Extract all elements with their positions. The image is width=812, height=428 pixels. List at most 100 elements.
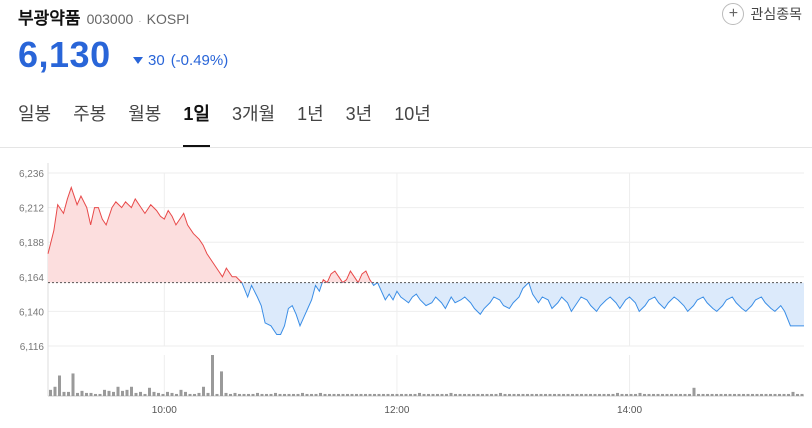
volume-bar	[670, 393, 673, 396]
volume-bar	[305, 393, 309, 396]
plus-icon: +	[722, 3, 745, 25]
volume-bar	[359, 393, 363, 396]
y-tick-label: 6,212	[19, 204, 44, 215]
volume-bar	[62, 391, 66, 396]
volume-bar	[310, 393, 313, 396]
y-tick-label: 6,236	[19, 169, 44, 180]
volume-bar	[575, 393, 579, 396]
volume-bar	[251, 393, 255, 396]
volume-bar	[719, 393, 723, 396]
volume-bar	[238, 393, 241, 396]
volume-bar	[449, 392, 453, 396]
volume-bar	[467, 393, 471, 396]
volume-bar	[292, 393, 295, 396]
volume-bar	[377, 393, 381, 396]
volume-bar	[778, 393, 781, 396]
volume-bar	[427, 393, 430, 396]
volume-bar	[503, 393, 507, 396]
volume-bar	[494, 393, 498, 396]
stock-name: 부광약품	[18, 9, 81, 28]
volume-bar	[382, 393, 385, 396]
volume-bar	[787, 393, 790, 396]
volume-bar	[499, 392, 502, 396]
volume-bar	[796, 393, 799, 396]
tab-3year[interactable]: 3년	[345, 104, 373, 124]
volume-bar	[323, 393, 327, 396]
volume-bar	[193, 393, 196, 396]
volume-bar	[715, 393, 718, 396]
volume-bar	[125, 389, 129, 396]
down-triangle-icon	[133, 57, 143, 64]
volume-bar	[598, 393, 601, 396]
volume-bar	[638, 392, 642, 396]
volume-bar	[242, 393, 246, 396]
y-tick-label: 6,164	[19, 273, 44, 284]
volume-bar	[233, 392, 237, 396]
add-watchlist-button[interactable]: + 관심종목	[722, 3, 802, 25]
volume-bar	[134, 392, 138, 396]
tab-3month[interactable]: 3개월	[231, 104, 276, 124]
tab-1day[interactable]: 1일	[183, 100, 210, 147]
volume-bar	[710, 393, 714, 396]
volume-bar	[67, 391, 70, 396]
intraday-chart[interactable]: 6,236 6,212 6,188 6,164 6,140 6,116 10:00 12:00…	[0, 150, 812, 428]
tab-divider	[0, 147, 812, 148]
volume-bar	[49, 389, 52, 396]
volume-bar	[607, 393, 610, 396]
volume-bar	[350, 393, 354, 396]
volume-bar	[395, 393, 399, 396]
y-tick-label: 6,188	[19, 238, 44, 249]
volume-bar	[328, 393, 331, 396]
volume-bar	[391, 393, 394, 396]
volume-bar	[782, 393, 786, 396]
volume-bar	[53, 386, 57, 396]
volume-bar	[202, 386, 205, 396]
volume-bar	[728, 393, 732, 396]
volume-bar	[746, 393, 750, 396]
tab-10year[interactable]: 10년	[394, 104, 431, 124]
tab-1year[interactable]: 1년	[297, 104, 324, 124]
volume-bar	[319, 392, 322, 396]
price-line-down	[241, 282, 804, 335]
volume-bar	[229, 393, 232, 396]
volume-bar	[530, 393, 534, 396]
market-label: KOSPI	[146, 11, 190, 27]
volume-bar	[274, 392, 277, 396]
volume-bar	[80, 390, 84, 396]
volume-bar	[769, 393, 772, 396]
volume-bar	[220, 371, 223, 396]
volume-bar	[611, 393, 615, 396]
volume-bar	[269, 393, 273, 396]
volume-bar	[566, 393, 570, 396]
tab-monthly[interactable]: 월봉	[128, 104, 162, 124]
volume-bar	[355, 393, 358, 396]
x-tick-label: 10:00	[152, 405, 177, 416]
stock-header: 부광약품 003000 · KOSPI	[18, 4, 189, 28]
tab-weekly[interactable]: 주봉	[73, 104, 107, 124]
volume-bar	[737, 393, 741, 396]
volume-bar	[139, 391, 142, 396]
x-tick-label: 14:00	[617, 405, 642, 416]
volume-bar	[733, 393, 736, 396]
volume-bar	[571, 393, 574, 396]
volume-bar	[148, 387, 151, 396]
volume-bar	[265, 393, 268, 396]
volume-bar	[755, 393, 759, 396]
volume-bar	[625, 393, 628, 396]
volume-bar	[386, 393, 390, 396]
volume-bar	[188, 393, 192, 396]
volume-bar	[458, 393, 462, 396]
volume-bar	[283, 393, 286, 396]
volume-bar	[652, 393, 655, 396]
tab-daily[interactable]: 일봉	[18, 104, 52, 124]
volume-bar	[85, 392, 88, 396]
volume-bar	[71, 373, 75, 396]
volume-bar	[287, 393, 291, 396]
volume-bar	[521, 393, 525, 396]
volume-bar	[629, 393, 633, 396]
change-amount: 30	[148, 52, 165, 69]
price-change: 30 (-0.49%)	[133, 52, 228, 69]
volume-bar	[368, 393, 372, 396]
volume-bar	[481, 393, 484, 396]
volume-bar	[166, 391, 169, 396]
